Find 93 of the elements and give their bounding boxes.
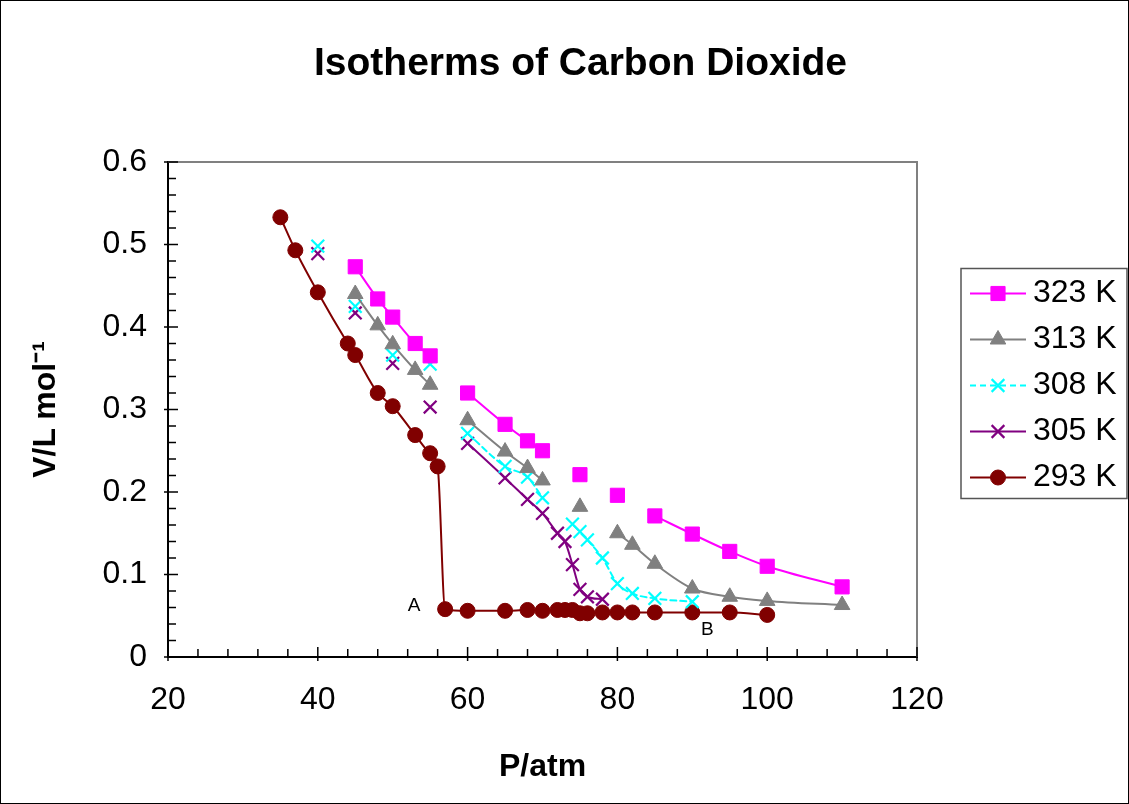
point [565, 516, 580, 532]
point [834, 579, 850, 595]
point [369, 385, 386, 401]
point [422, 399, 438, 415]
point [496, 442, 514, 457]
point [385, 347, 401, 363]
point [594, 591, 610, 607]
point [519, 433, 536, 449]
point [579, 589, 595, 605]
x-tick-label: 100 [740, 680, 794, 717]
y-tick-label: 0.6 [102, 141, 147, 178]
point [437, 601, 454, 618]
point [684, 594, 700, 610]
y-tick-label: 0 [129, 636, 147, 673]
point [609, 604, 626, 621]
point [519, 458, 536, 474]
point [609, 487, 625, 503]
legend-label: 323 K [1033, 273, 1117, 310]
point [339, 335, 356, 352]
point [519, 601, 536, 618]
point [572, 467, 588, 483]
point [497, 458, 513, 474]
point [684, 604, 701, 621]
point [309, 284, 326, 301]
point [572, 581, 588, 597]
point [759, 558, 775, 574]
point [460, 425, 476, 441]
point [579, 532, 595, 548]
point [407, 335, 423, 352]
point [347, 347, 364, 364]
annotation: A [407, 594, 421, 616]
y-tick-label: 0.5 [102, 224, 147, 261]
point [534, 602, 551, 619]
x-tick-label: 120 [890, 680, 944, 717]
point [497, 470, 513, 486]
point [272, 209, 289, 226]
point [407, 427, 424, 444]
point [497, 416, 513, 432]
point [550, 525, 565, 541]
point [460, 435, 476, 451]
point [647, 590, 663, 606]
point [722, 543, 738, 559]
y-tick-label: 0.1 [102, 554, 147, 591]
y-tick-label: 0.3 [102, 389, 147, 426]
point [535, 490, 550, 506]
x-tick-label: 20 [150, 680, 186, 717]
point [422, 445, 439, 462]
legend-label: 305 K [1033, 411, 1117, 448]
point [287, 242, 304, 259]
point [557, 534, 573, 549]
point [497, 602, 514, 619]
point [347, 259, 363, 275]
point [594, 604, 611, 621]
y-tick-label: 0.2 [102, 471, 147, 508]
point [624, 604, 641, 621]
y-tick-label: 0.4 [102, 306, 147, 343]
point [347, 298, 363, 314]
point [459, 602, 476, 619]
point [684, 526, 700, 542]
point [422, 348, 438, 364]
x-tick-label: 40 [300, 680, 336, 717]
point [520, 491, 535, 507]
point [534, 443, 551, 459]
point [385, 355, 401, 371]
x-axis-title: P/atm [498, 746, 587, 783]
point [572, 524, 588, 540]
y-axis-title: V/L mol⁻¹ [26, 341, 63, 478]
legend-label: 313 K [1033, 319, 1117, 356]
point [535, 505, 550, 521]
legend-label: 293 K [1033, 457, 1117, 494]
point [594, 550, 610, 566]
chart-title: Isotherms of Carbon Dioxide [313, 39, 848, 83]
point [624, 586, 640, 601]
point [759, 606, 776, 623]
annotation: B [700, 617, 714, 639]
x-tick-label: 80 [599, 680, 636, 717]
point [646, 604, 663, 621]
point [609, 576, 625, 592]
point [347, 305, 363, 321]
point [370, 291, 386, 307]
point [721, 604, 738, 621]
point [429, 458, 446, 475]
point [460, 385, 476, 401]
point [310, 246, 326, 262]
point [684, 579, 701, 594]
point [833, 595, 851, 611]
point [565, 557, 580, 573]
legend-label: 308 K [1033, 365, 1117, 402]
point [385, 309, 401, 325]
point [647, 508, 663, 524]
x-tick-label: 60 [449, 680, 486, 717]
point [384, 398, 401, 415]
point [310, 238, 326, 254]
